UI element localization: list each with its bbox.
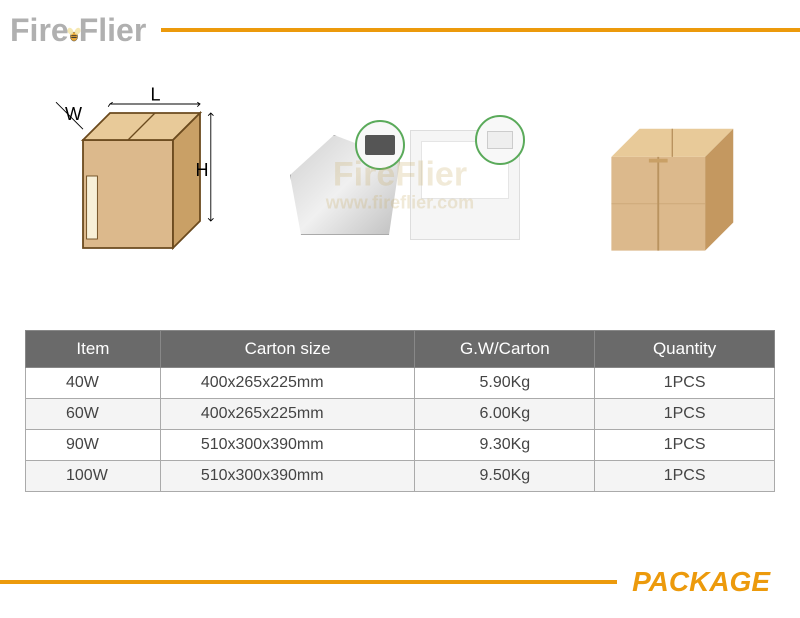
table-cell: 510x300x390mm <box>160 430 415 461</box>
footer: PACKAGE <box>0 566 800 598</box>
inset-circle-product <box>355 120 405 170</box>
bee-icon <box>65 13 83 31</box>
table-body: 40W400x265x225mm5.90Kg1PCS60W400x265x225… <box>26 368 775 492</box>
table-cell: 40W <box>26 368 161 399</box>
table-row: 60W400x265x225mm6.00Kg1PCS <box>26 399 775 430</box>
table-cell: 60W <box>26 399 161 430</box>
wrapped-product <box>290 135 400 235</box>
packaging-photos <box>275 85 535 285</box>
header-rule <box>161 28 800 32</box>
logo-fire: Fire <box>10 12 69 49</box>
dim-l: L <box>151 85 161 104</box>
header: Fire Flier <box>0 0 800 60</box>
carton-illustration <box>592 110 762 260</box>
image-row: W L H FireFl <box>0 60 800 310</box>
mini-foam-icon <box>487 131 513 149</box>
logo-flier: Flier <box>79 12 147 49</box>
table-cell: 510x300x390mm <box>160 461 415 492</box>
footer-rule <box>0 580 617 584</box>
table-cell: 9.30Kg <box>415 430 595 461</box>
table-header-cell: G.W/Carton <box>415 331 595 368</box>
footer-label: PACKAGE <box>617 566 800 598</box>
table-cell: 400x265x225mm <box>160 368 415 399</box>
table-cell: 6.00Kg <box>415 399 595 430</box>
table-row: 100W510x300x390mm9.50Kg1PCS <box>26 461 775 492</box>
table-header-cell: Carton size <box>160 331 415 368</box>
table-header-cell: Item <box>26 331 161 368</box>
foam-product <box>410 130 520 240</box>
table-cell: 9.50Kg <box>415 461 595 492</box>
table-cell: 5.90Kg <box>415 368 595 399</box>
spec-table: ItemCarton sizeG.W/CartonQuantity 40W400… <box>0 310 800 492</box>
table-cell: 1PCS <box>595 368 775 399</box>
dim-h: H <box>196 160 209 180</box>
table-cell: 1PCS <box>595 430 775 461</box>
logo: Fire Flier <box>10 12 146 49</box>
table-cell: 400x265x225mm <box>160 399 415 430</box>
table-cell: 100W <box>26 461 161 492</box>
inset-circle-foam <box>475 115 525 165</box>
table-row: 90W510x300x390mm9.30Kg1PCS <box>26 430 775 461</box>
table-cell: 1PCS <box>595 461 775 492</box>
dimension-box-diagram: W L H <box>38 85 218 285</box>
table-row: 40W400x265x225mm5.90Kg1PCS <box>26 368 775 399</box>
table-cell: 1PCS <box>595 399 775 430</box>
package-table: ItemCarton sizeG.W/CartonQuantity 40W400… <box>25 330 775 492</box>
table-cell: 90W <box>26 430 161 461</box>
table-header-cell: Quantity <box>595 331 775 368</box>
dim-w: W <box>65 104 82 124</box>
mini-product-icon <box>365 135 395 155</box>
table-header-row: ItemCarton sizeG.W/CartonQuantity <box>26 331 775 368</box>
